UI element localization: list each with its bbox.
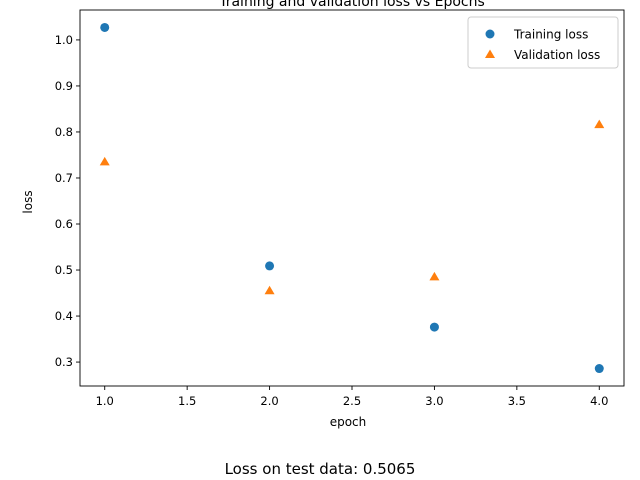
x-tick-label: 3.0 (425, 394, 443, 408)
x-tick-label: 2.0 (260, 394, 278, 408)
y-tick-label: 0.8 (55, 125, 73, 139)
x-axis-label: epoch (330, 415, 367, 429)
legend-frame (467, 16, 619, 69)
y-tick-label: 0.7 (55, 171, 73, 185)
validation-loss-point (429, 271, 440, 281)
y-axis-ticks: 0.3 0.4 0.5 0.6 0.7 0.8 0.9 1.0 (55, 33, 80, 369)
validation-loss-point (594, 119, 605, 129)
y-tick-label: 0.9 (55, 79, 73, 93)
validation-loss-point (99, 156, 110, 166)
y-tick-label: 0.5 (55, 263, 73, 277)
training-loss-point (594, 364, 604, 374)
test-loss-caption: Loss on test data: 0.5065 (225, 460, 416, 478)
y-tick-label: 0.4 (55, 309, 73, 323)
legend-validation-label: Validation loss (514, 48, 600, 62)
chart-title: Training and validation loss vs Epochs (218, 0, 485, 10)
x-tick-label: 1.5 (178, 394, 196, 408)
x-tick-label: 3.5 (508, 394, 526, 408)
x-tick-label: 2.5 (343, 394, 361, 408)
legend: Training loss Validation loss (467, 16, 619, 69)
x-tick-label: 4.0 (590, 394, 608, 408)
y-tick-label: 1.0 (55, 33, 73, 47)
training-loss-point (265, 261, 275, 271)
legend-training-marker (485, 29, 495, 39)
y-axis-label: loss (21, 190, 35, 213)
y-tick-label: 0.3 (55, 355, 73, 369)
data-points (99, 22, 605, 374)
validation-loss-point (264, 285, 275, 295)
x-axis-ticks: 1.0 1.5 2.0 2.5 3.0 3.5 4.0 (96, 386, 608, 408)
x-tick-label: 1.0 (96, 394, 114, 408)
training-loss-point (429, 322, 439, 332)
training-loss-point (100, 22, 110, 32)
y-tick-label: 0.6 (55, 217, 73, 231)
legend-training-label: Training loss (513, 28, 588, 42)
legend-validation-marker (485, 49, 495, 58)
